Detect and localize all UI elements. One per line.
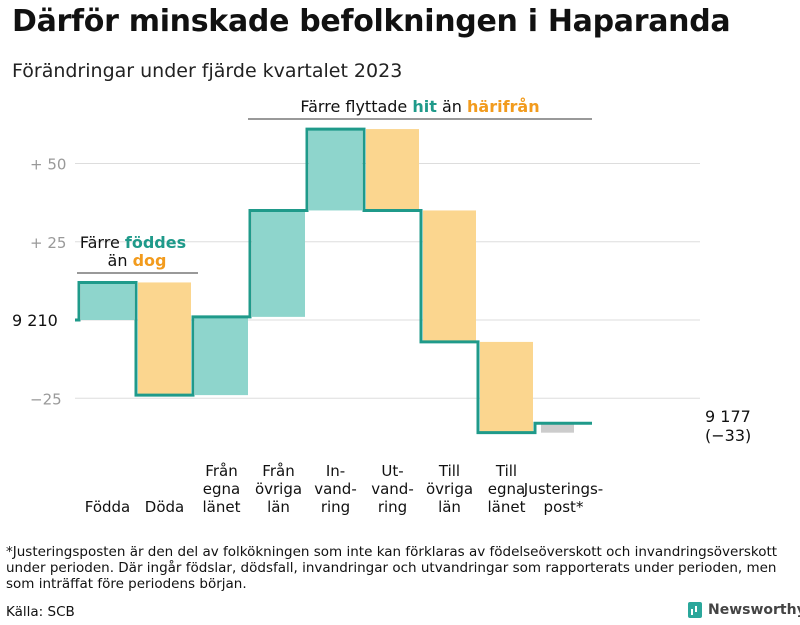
waterfall-bar-9 [541, 423, 574, 433]
x-category-label: ring [321, 498, 350, 516]
annotation-text-part: Färre [80, 233, 125, 252]
waterfall-bar-1 [81, 282, 134, 320]
y-tick-label: 9 210 [12, 311, 58, 330]
running-total-line [75, 127, 592, 435]
x-category-label: Ut- [381, 462, 403, 480]
annotation-text-part: föddes [125, 233, 186, 252]
source-note: Källa: SCB [6, 604, 75, 620]
brand-name: Newsworthy [708, 602, 800, 618]
y-tick-label: −25 [30, 390, 62, 408]
births-annotation-line-2: än dog [108, 251, 167, 270]
footnote: *Justeringsposten är den del av folkökni… [6, 544, 778, 592]
x-category-label: Till [495, 462, 517, 480]
annotation-text-part: än [437, 97, 467, 116]
waterfall-bar-8 [480, 341, 533, 433]
net-change-label: (−33) [705, 426, 751, 445]
bar-chart-icon [688, 602, 702, 618]
x-category-label: länet [488, 498, 526, 516]
chart-title: Därför minskade befolkningen i Haparanda [12, 4, 731, 39]
end-value-label: 9 177 [705, 407, 751, 426]
annotation-text-part: Färre flyttade [300, 97, 412, 116]
x-category-label: län [267, 498, 290, 516]
x-category-label: vand- [371, 480, 414, 498]
x-category-label: Till [438, 462, 460, 480]
x-category-label: övriga [426, 480, 473, 498]
migration-annotation: Färre flyttade hit än härifrån [300, 97, 539, 116]
x-category-label: Från [205, 462, 237, 480]
annotation-text-part: härifrån [467, 97, 540, 116]
x-category-label: egna [203, 480, 240, 498]
annotation-text-part: dog [133, 251, 167, 270]
x-category-label: ring [378, 498, 407, 516]
annotation-text-part: än [108, 251, 133, 270]
x-category-label: In- [326, 462, 345, 480]
waterfall-bar-7 [423, 210, 476, 342]
x-category-label: övriga [255, 480, 302, 498]
waterfall-bar-3 [195, 316, 248, 396]
brand-logo: Newsworthy [688, 602, 800, 618]
x-category-label: Döda [145, 498, 184, 516]
x-category-label: vand- [314, 480, 357, 498]
x-category-label: Födda [85, 498, 131, 516]
x-category-label: länet [203, 498, 241, 516]
x-category-label: post* [544, 498, 584, 516]
waterfall-bar-6 [366, 129, 419, 211]
x-category-label: Från [262, 462, 294, 480]
chart-subtitle: Förändringar under fjärde kvartalet 2023 [12, 60, 403, 82]
waterfall-bar-4 [252, 210, 305, 317]
y-tick-label: + 50 [30, 156, 66, 174]
annotation-text-part: hit [412, 97, 437, 116]
waterfall-bar-5 [309, 129, 362, 211]
births-annotation-line-1: Färre föddes [80, 233, 186, 252]
waterfall-bar-2 [138, 282, 191, 396]
y-tick-label: + 25 [30, 234, 66, 252]
x-category-label: egna [488, 480, 525, 498]
x-category-label: Justerings- [523, 480, 603, 498]
x-category-label: län [438, 498, 461, 516]
